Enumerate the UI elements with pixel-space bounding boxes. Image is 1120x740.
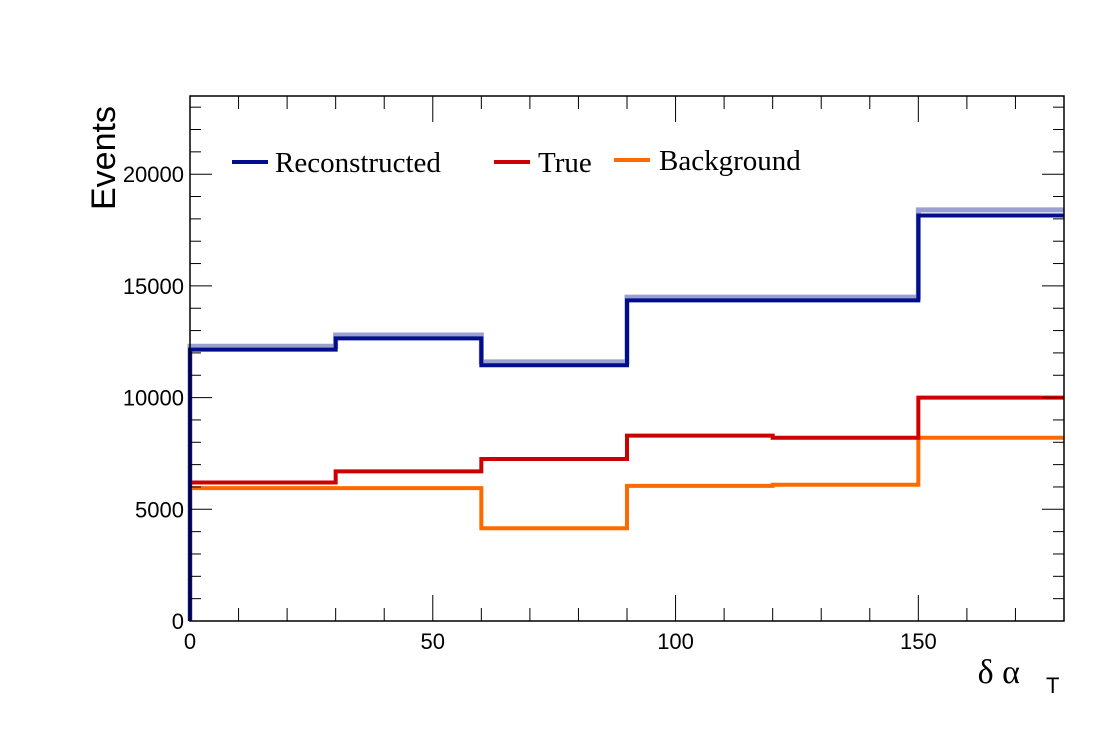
series-layer [188, 213, 1064, 621]
legend-label-true: True [538, 147, 592, 179]
series-line-background [188, 435, 1064, 621]
series-line-true [188, 395, 1064, 621]
y-axis-title: Events [85, 106, 123, 210]
y-tick-label: 0 [172, 609, 184, 634]
x-tick-label: 100 [657, 629, 694, 654]
legend-label-reconstructed: Reconstructed [275, 147, 441, 179]
legend-label-background: Background [659, 145, 801, 177]
shadow-layer [187, 207, 1064, 621]
series-reconstructed-error-band [187, 207, 1064, 621]
y-tick-label: 5000 [135, 497, 184, 522]
x-axis-title-subscript: T [1046, 673, 1059, 698]
x-tick-label: 0 [184, 629, 196, 654]
y-tick-label: 10000 [123, 386, 184, 411]
series-line-reconstructed [188, 213, 1064, 621]
legend: Reconstructed True Background [232, 145, 801, 179]
x-tick-label: 50 [421, 629, 445, 654]
y-tick-label: 15000 [123, 274, 184, 299]
x-tick-label: 150 [900, 629, 937, 654]
y-tick-label: 20000 [123, 162, 184, 187]
x-axis-title: δ α [978, 654, 1021, 691]
tick-layer: 0 50 100 150 0 5000 10000 15000 20000 [123, 96, 1065, 654]
